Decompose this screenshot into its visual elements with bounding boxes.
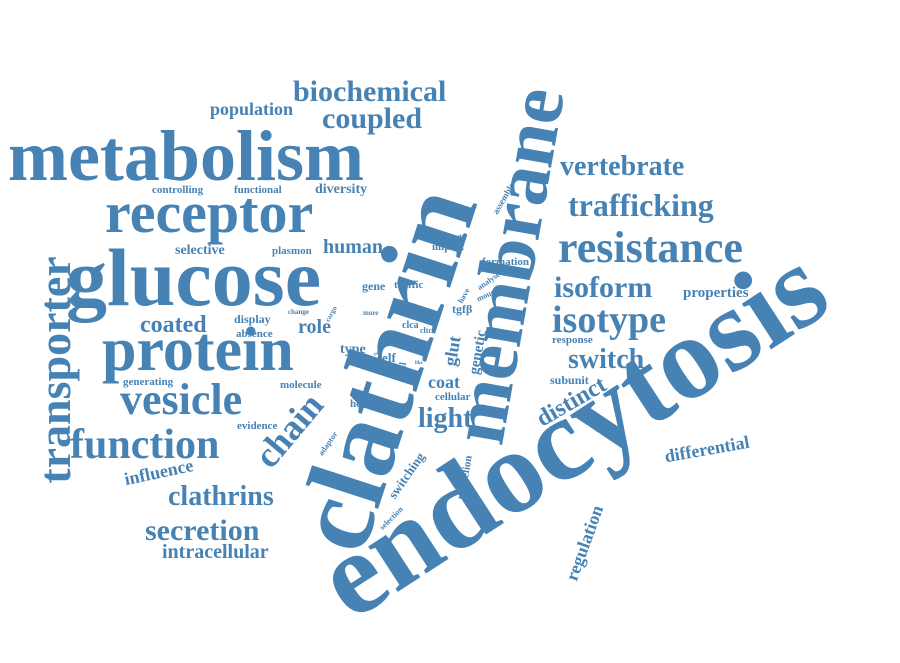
word-like: like [415, 361, 424, 366]
word-clathrins: clathrins [168, 481, 274, 512]
word-molecule: molecule [280, 379, 322, 391]
word-generating: generating [123, 376, 174, 388]
word-plasmon: plasmon [272, 245, 312, 257]
word-human: human [323, 236, 383, 258]
word-resistance: resistance [558, 223, 743, 272]
word-subunit: subunit [550, 373, 589, 387]
word-more: more [363, 309, 378, 317]
word-functional: functional [234, 184, 282, 196]
word-function: function [70, 422, 219, 468]
word-absence: absence [236, 328, 273, 340]
word-form: form [418, 312, 433, 320]
word-display: display [234, 312, 271, 326]
word-intracellular: intracellular [162, 541, 269, 563]
word-selective: selective [175, 243, 225, 258]
word-support: support [432, 232, 462, 242]
word-change: change [288, 308, 309, 316]
word-properties: properties [683, 285, 749, 301]
word-switch: switch [568, 344, 645, 375]
word-gene: gene [362, 279, 386, 293]
word-heavy: heavy [350, 398, 378, 410]
word-impact: impact [432, 241, 465, 253]
word-light: light [418, 403, 473, 434]
word-formation: formation [482, 256, 529, 268]
word-cellular: cellular [435, 391, 471, 403]
word-trafficking: trafficking [568, 187, 714, 223]
word-clca: clca [402, 320, 419, 331]
word-cltcl: cltcl [420, 326, 435, 335]
word-regulation: regulation [562, 503, 608, 584]
word-isoform: isoform [554, 271, 652, 304]
word-coupled: coupled [322, 102, 422, 135]
word-response: response [552, 334, 593, 346]
word-traffic: traffic [394, 279, 423, 291]
word-evidence: evidence [237, 420, 277, 432]
word-diversity: diversity [315, 182, 367, 197]
word-vertebrate: vertebrate [560, 151, 684, 182]
word-controlling: controlling [152, 184, 204, 196]
word-population: population [210, 99, 293, 119]
word-coated: coated [140, 312, 207, 338]
word-receptor: receptor [105, 180, 313, 245]
word-coat: coat [428, 372, 460, 392]
word-type: type [340, 342, 366, 357]
